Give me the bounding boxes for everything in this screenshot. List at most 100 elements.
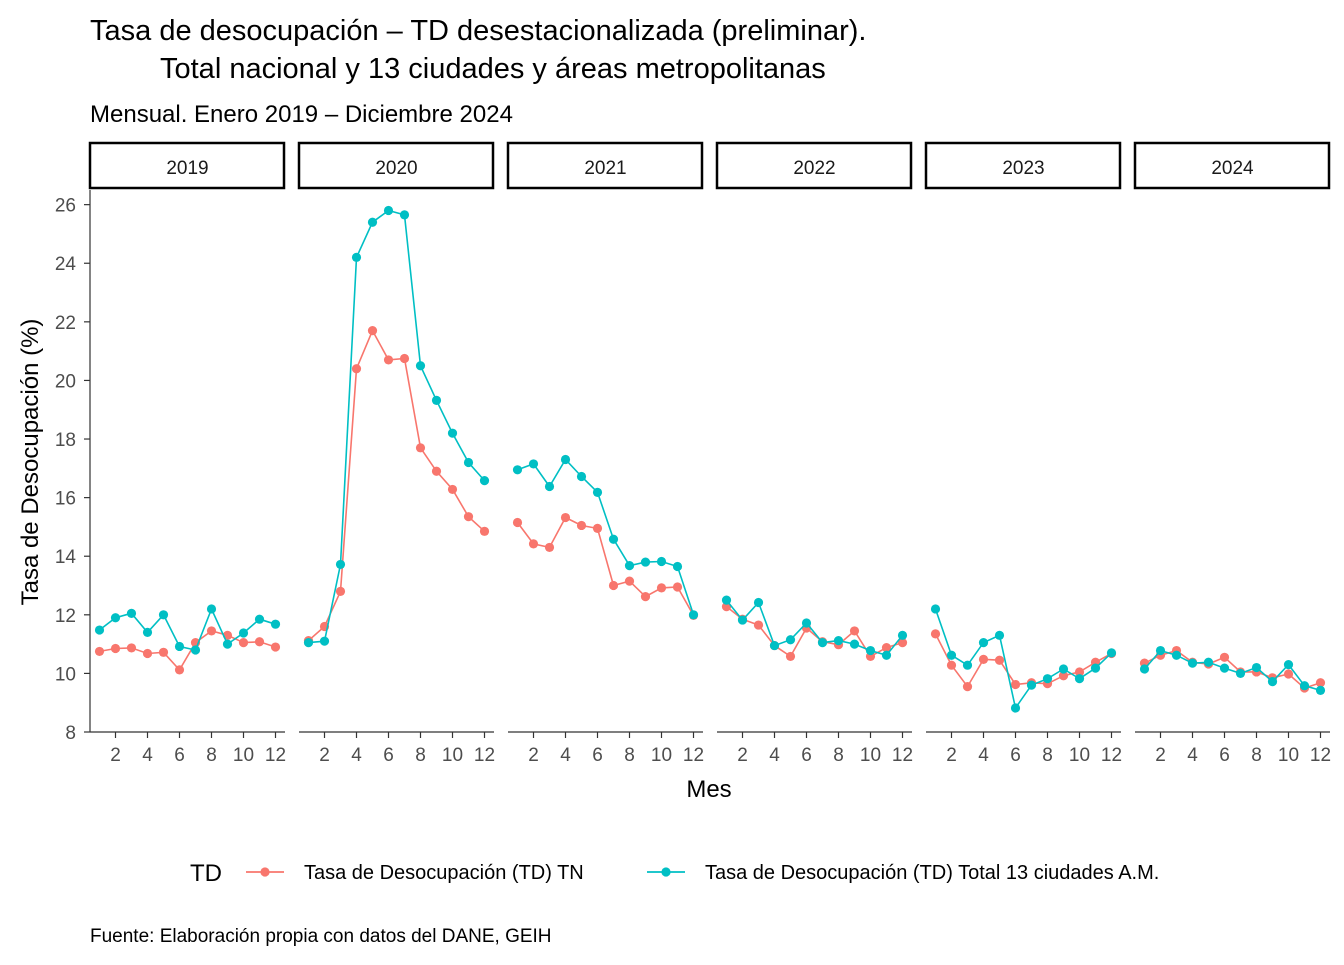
legend-label: Tasa de Desocupación (TD) Total 13 ciuda… — [705, 862, 1159, 884]
data-point — [254, 637, 265, 647]
legend-key-point — [260, 867, 270, 877]
series-line-2 — [99, 606, 276, 651]
data-point — [881, 643, 892, 653]
data-point — [1299, 681, 1310, 691]
data-point — [94, 646, 105, 657]
data-point — [962, 660, 973, 670]
data-point — [1090, 663, 1101, 673]
data-point — [608, 534, 619, 544]
series-line-1 — [307, 328, 486, 642]
facet-panel-2019: 2019 2 4 6 8 10 12 — [88, 141, 286, 766]
legend: TD Tasa de Desocupación (TD) TN Tasa de D… — [190, 860, 1159, 887]
x-tick-label: 12 — [683, 745, 704, 766]
data-point — [608, 580, 619, 591]
data-point — [1267, 677, 1278, 687]
facet-panel-2022: 2022 2 4 6 8 10 12 — [715, 141, 913, 766]
data-point — [576, 471, 587, 482]
data-point — [399, 210, 410, 220]
data-point — [721, 595, 732, 605]
data-point — [479, 526, 490, 536]
data-point — [447, 484, 458, 495]
data-point — [222, 639, 233, 649]
x-tick-label: 12 — [1101, 745, 1122, 766]
data-point — [351, 364, 362, 374]
data-point — [946, 660, 957, 670]
y-tick-label: 12 — [55, 606, 76, 627]
data-point — [785, 651, 796, 662]
data-point — [319, 636, 330, 646]
data-point — [126, 643, 137, 653]
data-point — [512, 465, 523, 475]
data-point — [1010, 679, 1021, 690]
data-point — [930, 629, 941, 639]
data-point — [817, 638, 828, 648]
x-tick-label: 6 — [174, 745, 185, 766]
x-tick-label: 6 — [801, 745, 812, 766]
series-line-2 — [1143, 649, 1321, 692]
series-line-1 — [934, 633, 1112, 689]
x-tick-label: 6 — [1219, 745, 1230, 766]
x-tick-label: 10 — [860, 745, 881, 766]
data-point — [994, 655, 1005, 665]
data-point — [865, 645, 876, 656]
facet-strip — [297, 141, 495, 190]
data-point — [512, 517, 523, 528]
y-tick-label: 22 — [55, 313, 76, 334]
data-point — [897, 638, 908, 648]
facet-strip-label: 2019 — [166, 158, 208, 179]
y-tick-label: 24 — [55, 254, 77, 275]
series-line-2 — [934, 608, 1113, 710]
data-point — [1187, 658, 1198, 668]
data-point — [254, 614, 265, 624]
series-line-1 — [516, 516, 695, 616]
x-tick-label: 2 — [946, 745, 957, 766]
data-point — [656, 583, 667, 593]
data-point — [1283, 660, 1294, 670]
data-point — [1315, 685, 1326, 695]
facet-panel-2020: 2020 2 4 6 8 10 12 — [297, 141, 495, 766]
data-point — [769, 640, 780, 651]
data-point — [849, 639, 860, 649]
data-point — [303, 638, 314, 648]
data-point — [1171, 650, 1182, 660]
facet-strip — [924, 141, 1122, 190]
data-point — [158, 647, 169, 657]
data-point — [1155, 645, 1166, 656]
chart-title-line2: Total nacional y 13 ciudades y áreas met… — [160, 53, 826, 85]
data-point — [656, 556, 667, 567]
y-tick-label: 10 — [55, 664, 76, 685]
data-point — [335, 559, 346, 570]
data-point — [1042, 674, 1053, 684]
facet-panel-2024: 2024 2 4 6 8 10 12 — [1133, 141, 1331, 766]
data-point — [447, 428, 458, 438]
data-point — [881, 650, 892, 660]
x-tick-label: 10 — [651, 745, 672, 766]
data-point — [1219, 663, 1230, 673]
data-point — [270, 642, 281, 652]
data-point — [849, 626, 860, 636]
data-point — [544, 481, 555, 492]
facet-strip — [506, 141, 704, 190]
data-point — [142, 627, 153, 637]
x-tick-label: 6 — [592, 745, 603, 766]
y-axis-label: Tasa de Desocupación (%) — [17, 319, 44, 606]
data-point — [592, 523, 603, 533]
data-point — [962, 681, 973, 692]
x-tick-label: 2 — [528, 745, 539, 766]
facet-strip-label: 2023 — [1002, 158, 1044, 179]
facet-strip-label: 2022 — [793, 158, 835, 179]
data-point — [110, 643, 121, 654]
facet-strip — [88, 141, 286, 190]
data-point — [431, 466, 442, 476]
y-tick-label: 16 — [55, 489, 76, 510]
data-point — [142, 648, 153, 659]
x-tick-label: 12 — [265, 745, 286, 766]
x-tick-label: 4 — [978, 745, 989, 766]
data-point — [1058, 671, 1069, 681]
legend-item-2: Tasa de Desocupación (TD) Total 13 ciuda… — [647, 862, 1159, 884]
data-point — [174, 665, 185, 675]
data-point — [383, 355, 394, 365]
data-point — [270, 619, 281, 629]
data-point — [672, 582, 683, 592]
